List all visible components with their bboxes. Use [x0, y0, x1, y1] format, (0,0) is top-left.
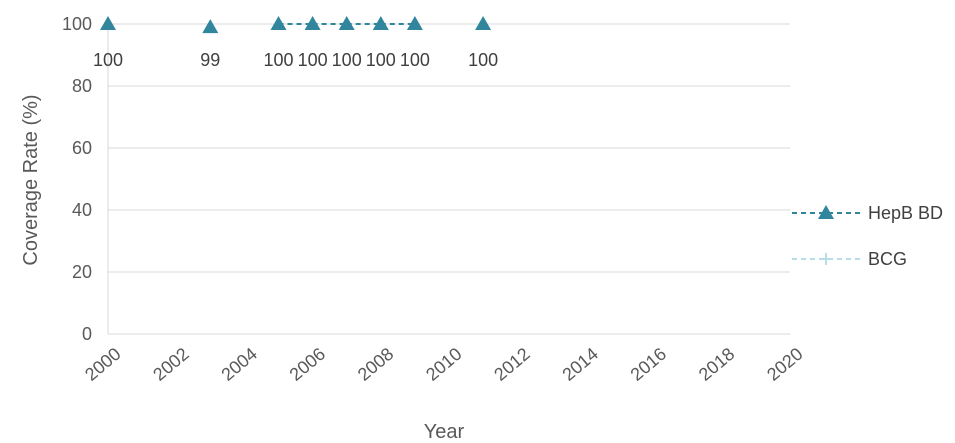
x-tick-labels: 2000 2002 2004 2006 2008 2010 2012 2014 2016 2018…	[81, 344, 807, 385]
y-tick-label: 80	[72, 76, 92, 96]
x-tick-label: 2008	[354, 344, 398, 385]
x-tick-label: 2014	[558, 344, 602, 385]
series-layer	[100, 16, 492, 34]
x-axis-title: Year	[424, 421, 465, 443]
data-point	[338, 16, 355, 30]
x-tick-label: 2020	[763, 344, 807, 385]
data-point	[202, 19, 219, 34]
legend-label: HepB BD	[868, 203, 943, 223]
data-point	[100, 16, 116, 30]
data-label: 100	[263, 50, 293, 70]
data-point	[372, 16, 389, 30]
x-tick-label: 2018	[695, 344, 739, 385]
x-tick-label: 2010	[422, 344, 466, 385]
x-tick-label: 2016	[627, 344, 671, 385]
legend-label: BCG	[868, 249, 907, 269]
x-tick-label: 2006	[286, 344, 330, 385]
legend-marker	[818, 205, 834, 219]
gridlines	[107, 23, 790, 335]
data-point	[475, 16, 492, 30]
data-point	[406, 16, 423, 30]
y-tick-label: 20	[72, 262, 92, 282]
x-tick-label: 2000	[81, 344, 125, 385]
y-tick-label: 60	[72, 138, 92, 158]
y-tick-label: 100	[62, 14, 92, 34]
data-label: 100	[400, 50, 430, 70]
x-tick-label: 2004	[217, 344, 261, 385]
data-label: 100	[298, 50, 328, 70]
data-point	[270, 16, 287, 30]
y-axis-title: Coverage Rate (%)	[20, 94, 42, 265]
x-tick-label: 2012	[490, 344, 534, 385]
data-label: 100	[93, 50, 123, 70]
data-label: 100	[332, 50, 362, 70]
x-tick-label: 2002	[149, 344, 193, 385]
data-labels: 100 99 100 100 100 100 100 100	[93, 50, 498, 70]
y-tick-label: 0	[82, 324, 92, 344]
legend: HepB BD BCG	[792, 203, 943, 269]
data-label: 99	[200, 50, 220, 70]
y-tick-labels: 0 20 40 60 80 100	[62, 14, 92, 344]
data-label: 100	[366, 50, 396, 70]
data-point	[304, 16, 321, 30]
data-label: 100	[468, 50, 498, 70]
y-tick-label: 40	[72, 200, 92, 220]
